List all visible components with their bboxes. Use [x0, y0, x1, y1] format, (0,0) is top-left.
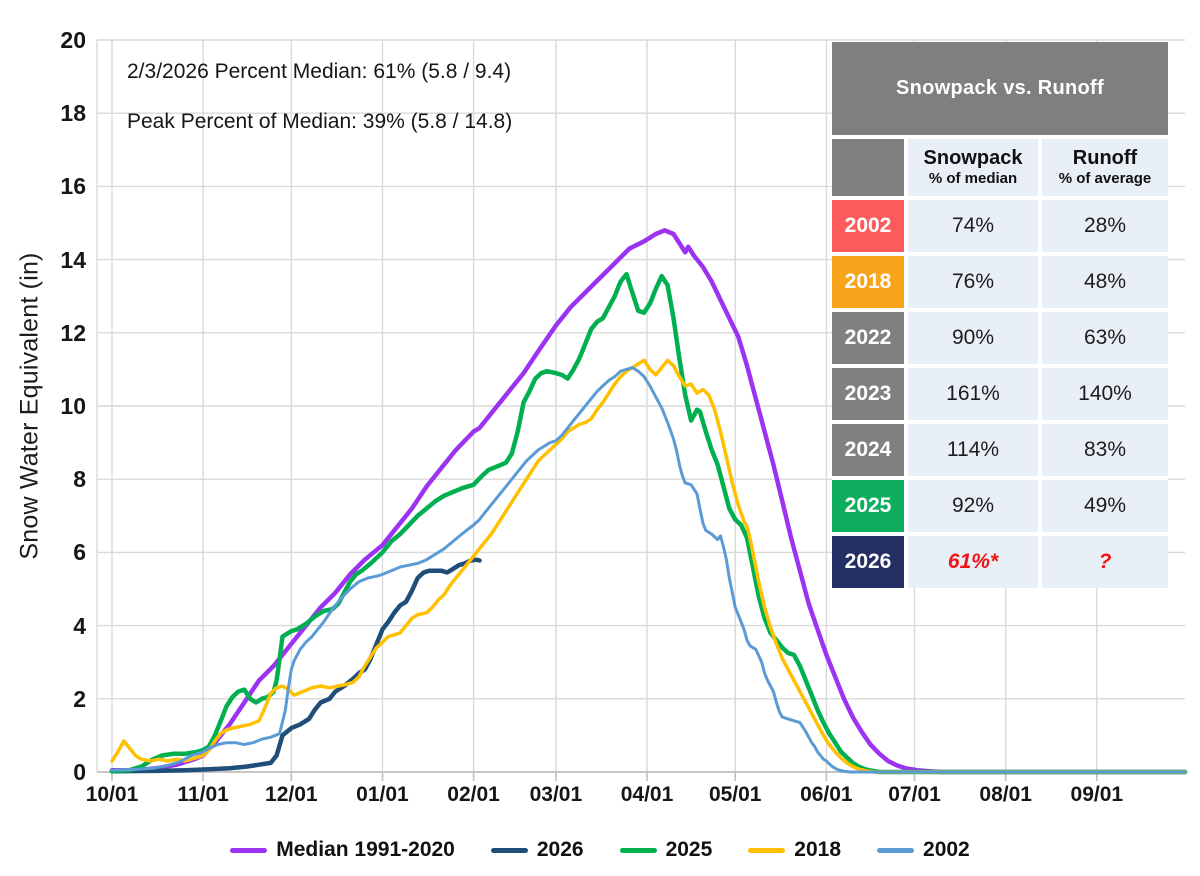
runoff-cell-2026: ? [1042, 536, 1168, 588]
x-tick-label: 10/01 [85, 783, 139, 806]
y-tick-label: 12 [60, 319, 86, 346]
y-tick-label: 20 [60, 27, 86, 53]
legend-item-2018: 2018 [748, 838, 841, 862]
runoff-cell-2023: 140% [1042, 368, 1168, 420]
snowpack-cell-2025: 92% [908, 480, 1038, 532]
series-line-median-1991-2020 [109, 228, 1188, 775]
x-tick-label: 05/01 [708, 783, 762, 806]
x-tick-label: 09/01 [1070, 783, 1124, 806]
y-tick-label: 0 [73, 759, 86, 785]
legend-label: Median 1991-2020 [276, 838, 455, 861]
y-tick-label: 2 [73, 685, 86, 712]
y-tick-label: 4 [73, 612, 86, 639]
x-tick-label: 06/01 [800, 783, 853, 806]
legend-swatch [748, 847, 786, 853]
y-tick-label: 14 [60, 246, 86, 273]
year-cell-2026: 2026 [832, 536, 904, 588]
y-tick-label: 18 [60, 100, 86, 127]
legend-swatch [619, 847, 657, 853]
col-header-runoff-sub: % of average [1058, 170, 1152, 188]
snowpack-cell-2022: 90% [908, 312, 1038, 364]
snowpack-cell-2018: 76% [908, 256, 1038, 308]
y-tick-label: 6 [73, 539, 86, 566]
col-header-snowpack-label: Snowpack [923, 147, 1023, 170]
legend-swatch [490, 847, 528, 853]
year-cell-2018: 2018 [832, 256, 904, 308]
snowpack-runoff-table: Snowpack vs. Runoff Snowpack % of median… [832, 42, 1168, 588]
col-header-snowpack: Snowpack % of median [908, 139, 1038, 196]
year-cell-2024: 2024 [832, 424, 904, 476]
legend-item-median-1991-2020: Median 1991-2020 [230, 838, 455, 862]
legend-swatch [230, 847, 268, 853]
legend-item-2025: 2025 [619, 838, 713, 862]
y-tick-label: 8 [73, 466, 86, 493]
legend: Median 1991-2020 2026 2025 2018 2002 [0, 838, 1200, 862]
legend-swatch [877, 847, 915, 853]
runoff-cell-2002: 28% [1042, 200, 1168, 252]
x-tick-label: 12/01 [265, 783, 318, 806]
y-tick-label: 16 [60, 173, 86, 200]
legend-label: 2026 [536, 838, 584, 861]
col-header-snowpack-sub: % of median [928, 170, 1018, 188]
legend-item-2002: 2002 [877, 838, 970, 862]
runoff-cell-2022: 63% [1042, 312, 1168, 364]
x-tick-label: 02/01 [447, 783, 500, 806]
snowpack-cell-2002: 74% [908, 200, 1038, 252]
x-tick-label: 07/01 [888, 783, 941, 806]
x-tick-label: 01/01 [356, 783, 409, 806]
col-header-runoff: Runoff % of average [1042, 139, 1168, 196]
col-header-runoff-label: Runoff [1072, 147, 1138, 170]
series-line-2026 [109, 557, 482, 774]
year-cell-2002: 2002 [832, 200, 904, 252]
series-line-2002 [110, 366, 1187, 774]
annotation-peak-percent-median: Peak Percent of Median: 39% (5.8 / 14.8) [127, 110, 513, 133]
snowpack-cell-2026: 61%* [908, 536, 1038, 588]
runoff-cell-2025: 49% [1042, 480, 1168, 532]
x-tick-label: 03/01 [529, 783, 583, 806]
table-title: Snowpack vs. Runoff [832, 42, 1168, 135]
year-cell-2023: 2023 [832, 368, 904, 420]
runoff-cell-2018: 48% [1042, 256, 1168, 308]
legend-label: 2018 [794, 838, 842, 861]
series-line-2018 [110, 358, 1187, 774]
x-tick-label: 08/01 [979, 783, 1032, 806]
x-tick-label: 04/01 [620, 783, 674, 806]
annotation-percent-median: 2/3/2026 Percent Median: 61% (5.8 / 9.4) [127, 60, 512, 83]
snowpack-cell-2023: 161% [908, 368, 1038, 420]
legend-label: 2002 [923, 838, 970, 861]
legend-item-2026: 2026 [490, 838, 584, 862]
legend-label: 2025 [665, 838, 713, 861]
year-cell-2025: 2025 [832, 480, 904, 532]
runoff-cell-2024: 83% [1042, 424, 1168, 476]
year-column-header-cell [832, 139, 904, 196]
x-tick-label: 11/01 [177, 783, 229, 806]
table-grid: Snowpack % of median Runoff % of average… [832, 139, 1168, 588]
snowpack-cell-2024: 114% [908, 424, 1038, 476]
y-tick-label: 10 [60, 393, 86, 419]
year-cell-2022: 2022 [832, 312, 904, 364]
